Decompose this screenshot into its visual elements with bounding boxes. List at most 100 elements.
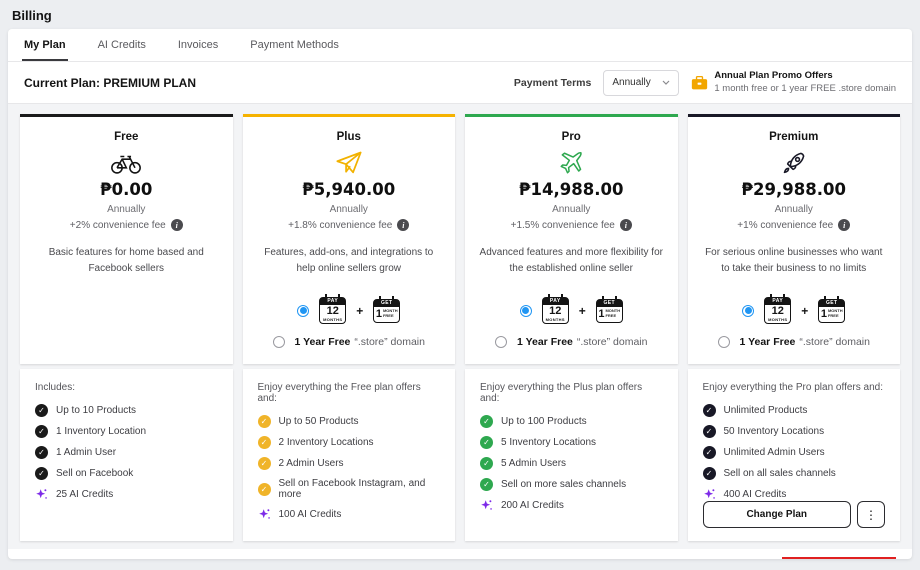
info-icon[interactable]: i — [170, 219, 183, 231]
feature-label: 2 Admin Users — [278, 458, 344, 469]
info-icon[interactable]: i — [397, 219, 410, 231]
pay-12-months-option[interactable]: PAY 12 MONTHS + GET 1 MONTH FREE — [702, 294, 887, 324]
ai-sparkle-icon — [35, 488, 48, 501]
chevron-down-icon — [662, 80, 670, 85]
tab-my-plan[interactable]: My Plan — [22, 29, 68, 61]
page-header: Billing — [0, 0, 920, 29]
feature-label: 1 Admin User — [56, 447, 117, 458]
tab-payment-methods[interactable]: Payment Methods — [250, 39, 339, 51]
check-icon — [702, 425, 716, 438]
radio-unselected-icon[interactable] — [272, 336, 285, 348]
page-title: Billing — [12, 8, 52, 23]
feature-label: 2 Inventory Locations — [278, 437, 374, 448]
check-icon — [702, 467, 716, 480]
feature-label: Up to 10 Products — [56, 405, 137, 416]
annotation-highlight-box: See more details ► — [781, 557, 896, 559]
payment-terms-select[interactable]: Annually — [603, 69, 680, 96]
payment-terms-value: Annually — [612, 77, 651, 88]
plan-billing-term: Annually — [552, 204, 591, 215]
bicycle-icon — [110, 148, 142, 178]
feature-label: Unlimited Products — [723, 405, 808, 416]
feature-item: Up to 10 Products — [35, 404, 218, 417]
annual-promo-offer: Annual Plan Promo Offers 1 month free or… — [691, 70, 896, 95]
feature-label: Sell on more sales channels — [501, 479, 627, 490]
plan-price: ₱14,988.00 — [519, 180, 624, 199]
check-icon — [480, 436, 493, 449]
promo-options-empty — [34, 348, 219, 352]
calendar-get-1-icon: GET 1 MONTH FREE — [818, 295, 846, 323]
check-icon — [480, 478, 493, 491]
radio-unselected-icon[interactable] — [717, 336, 730, 348]
feature-label: 5 Admin Users — [501, 458, 567, 469]
ai-credits-label: 100 AI Credits — [278, 509, 342, 520]
plan-free-features: Includes: Up to 10 Products 1 Inventory … — [20, 369, 233, 541]
plan-billing-term: Annually — [329, 204, 368, 215]
plus-sign: + — [356, 303, 364, 318]
info-icon[interactable]: i — [838, 219, 851, 231]
plus-sign: + — [578, 303, 586, 318]
plan-free-summary: Free ₱0.00 Annually +2% convenience fee … — [20, 114, 233, 364]
calendar-get-1-icon: GET 1 MONTH FREE — [373, 295, 401, 323]
ai-credits-item: 100 AI Credits — [258, 508, 441, 521]
ai-sparkle-icon — [703, 488, 716, 501]
plan-pro-summary: Pro ₱14,988.00 Annually +1.5% convenienc… — [465, 114, 678, 364]
convenience-fee: +1.5% convenience fee — [510, 219, 615, 231]
free-domain-option[interactable]: 1 Year Free “.store” domain — [479, 336, 664, 348]
plan-price: ₱29,988.00 — [741, 180, 846, 199]
free-domain-option[interactable]: 1 Year Free “.store” domain — [702, 336, 887, 348]
pay-12-months-option[interactable]: PAY 12 MONTHS + GET 1 MONTH FREE — [257, 294, 442, 324]
feature-item: 2 Inventory Locations — [257, 436, 441, 449]
plan-billing-term: Annually — [107, 204, 146, 215]
plan-description: Advanced features and more flexibility f… — [479, 247, 663, 274]
ai-credits-label: 400 AI Credits — [723, 489, 787, 500]
feature-item: Up to 50 Products — [257, 415, 441, 428]
feature-item: 2 Admin Users — [257, 457, 441, 470]
plus-sign: + — [801, 303, 809, 318]
radio-selected-icon[interactable] — [742, 304, 755, 317]
kebab-menu-button[interactable]: ⋮ — [857, 501, 885, 528]
promo-options: PAY 12 MONTHS + GET 1 MONTH FREE — [702, 294, 887, 352]
ai-sparkle-icon — [258, 508, 271, 521]
tab-ai-credits[interactable]: AI Credits — [97, 39, 146, 51]
check-icon — [257, 457, 271, 470]
info-icon[interactable]: i — [619, 219, 632, 231]
feature-label: 5 Inventory Locations — [501, 437, 597, 448]
calendar-pay-12-icon: PAY 12 MONTHS — [541, 294, 569, 324]
change-plan-button[interactable]: Change Plan — [702, 501, 851, 528]
ai-credits-label: 25 AI Credits — [56, 489, 114, 500]
feature-label: Sell on all sales channels — [723, 468, 836, 479]
plan-price: ₱5,940.00 — [302, 180, 396, 199]
tab-invoices[interactable]: Invoices — [177, 39, 219, 51]
domain-option-rest: “.store” domain — [354, 336, 425, 348]
check-icon — [702, 446, 716, 459]
free-domain-option[interactable]: 1 Year Free “.store” domain — [257, 336, 442, 348]
check-icon — [35, 404, 48, 417]
check-icon — [257, 415, 271, 428]
plan-plus-features: Enjoy everything the Free plan offers an… — [242, 369, 455, 541]
feature-item: Sell on all sales channels — [702, 467, 886, 480]
feature-label: Unlimited Admin Users — [723, 447, 825, 458]
check-icon — [257, 436, 271, 449]
ai-credits-label: 200 AI Credits — [501, 500, 564, 511]
check-icon — [35, 425, 48, 438]
billing-panel: My Plan AI Credits Invoices Payment Meth… — [8, 29, 912, 559]
radio-selected-icon[interactable] — [297, 304, 310, 317]
current-plan-label: Current Plan: PREMIUM PLAN — [24, 75, 197, 90]
promo-offer-title: Annual Plan Promo Offers — [714, 70, 833, 82]
check-icon — [702, 404, 716, 417]
pay-12-months-option[interactable]: PAY 12 MONTHS + GET 1 MONTH FREE — [479, 294, 664, 324]
radio-selected-icon[interactable] — [519, 304, 532, 317]
feature-item: Sell on Facebook Instagram, and more — [257, 478, 441, 500]
plan-name: Pro — [561, 131, 581, 143]
plan-name: Free — [114, 131, 139, 143]
feature-item: 5 Admin Users — [480, 457, 663, 470]
radio-unselected-icon[interactable] — [495, 336, 508, 348]
convenience-fee: +1% convenience fee — [737, 219, 834, 231]
plans-section: Free ₱0.00 Annually +2% convenience fee … — [8, 104, 912, 549]
feature-item: 5 Inventory Locations — [480, 436, 663, 449]
plan-card-premium: Premium ₱29,988.00 Annually +1% convenie… — [687, 114, 900, 541]
paper-plane-icon — [335, 148, 363, 178]
plan-description: Features, add-ons, and integrations to h… — [264, 247, 434, 274]
convenience-fee: +2% convenience fee — [69, 219, 166, 231]
domain-option-bold: 1 Year Free — [517, 336, 573, 348]
